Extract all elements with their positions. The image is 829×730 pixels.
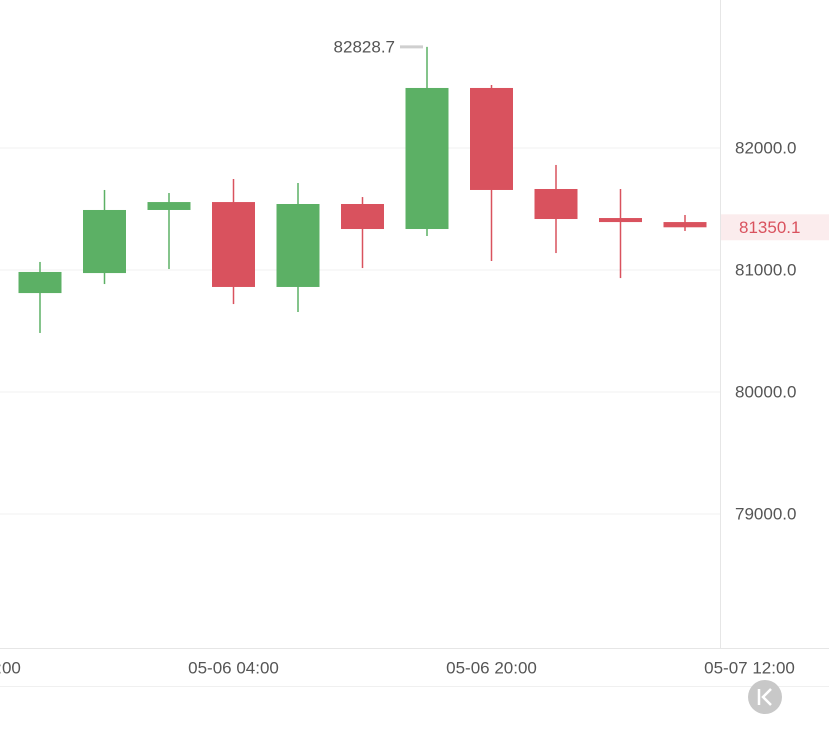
button-icon[interactable] [757,688,772,706]
x-tick-label: 05-06 04:00 [188,658,279,677]
button-circle[interactable] [748,680,782,714]
scroll-to-latest-button[interactable] [748,680,782,714]
candle-body [663,222,707,228]
max-label: 82828.7 [334,37,395,56]
candle-body [276,204,320,287]
candle-body [83,209,126,274]
y-tick-label: 81000.0 [735,260,796,279]
y-tick-label: 80000.0 [735,383,796,402]
candle-body [147,202,191,210]
x-tick-label: 05-06 20:00 [446,658,537,677]
candle-body [405,87,449,230]
candle-body [599,218,642,223]
candle-body [341,204,384,230]
x-tick-label: 05-07 12:00 [704,658,795,677]
candle-body [470,87,513,190]
candle-body [18,271,62,294]
y-tick-label: 82000.0 [735,138,796,157]
candle-body [534,188,578,220]
candle-body [212,202,255,287]
last-price-box [721,214,829,241]
y-tick-label: 79000.0 [735,505,796,524]
last-price-label: 81350.1 [739,218,800,237]
x-tick-label: 05-05 12:00 [0,658,21,677]
